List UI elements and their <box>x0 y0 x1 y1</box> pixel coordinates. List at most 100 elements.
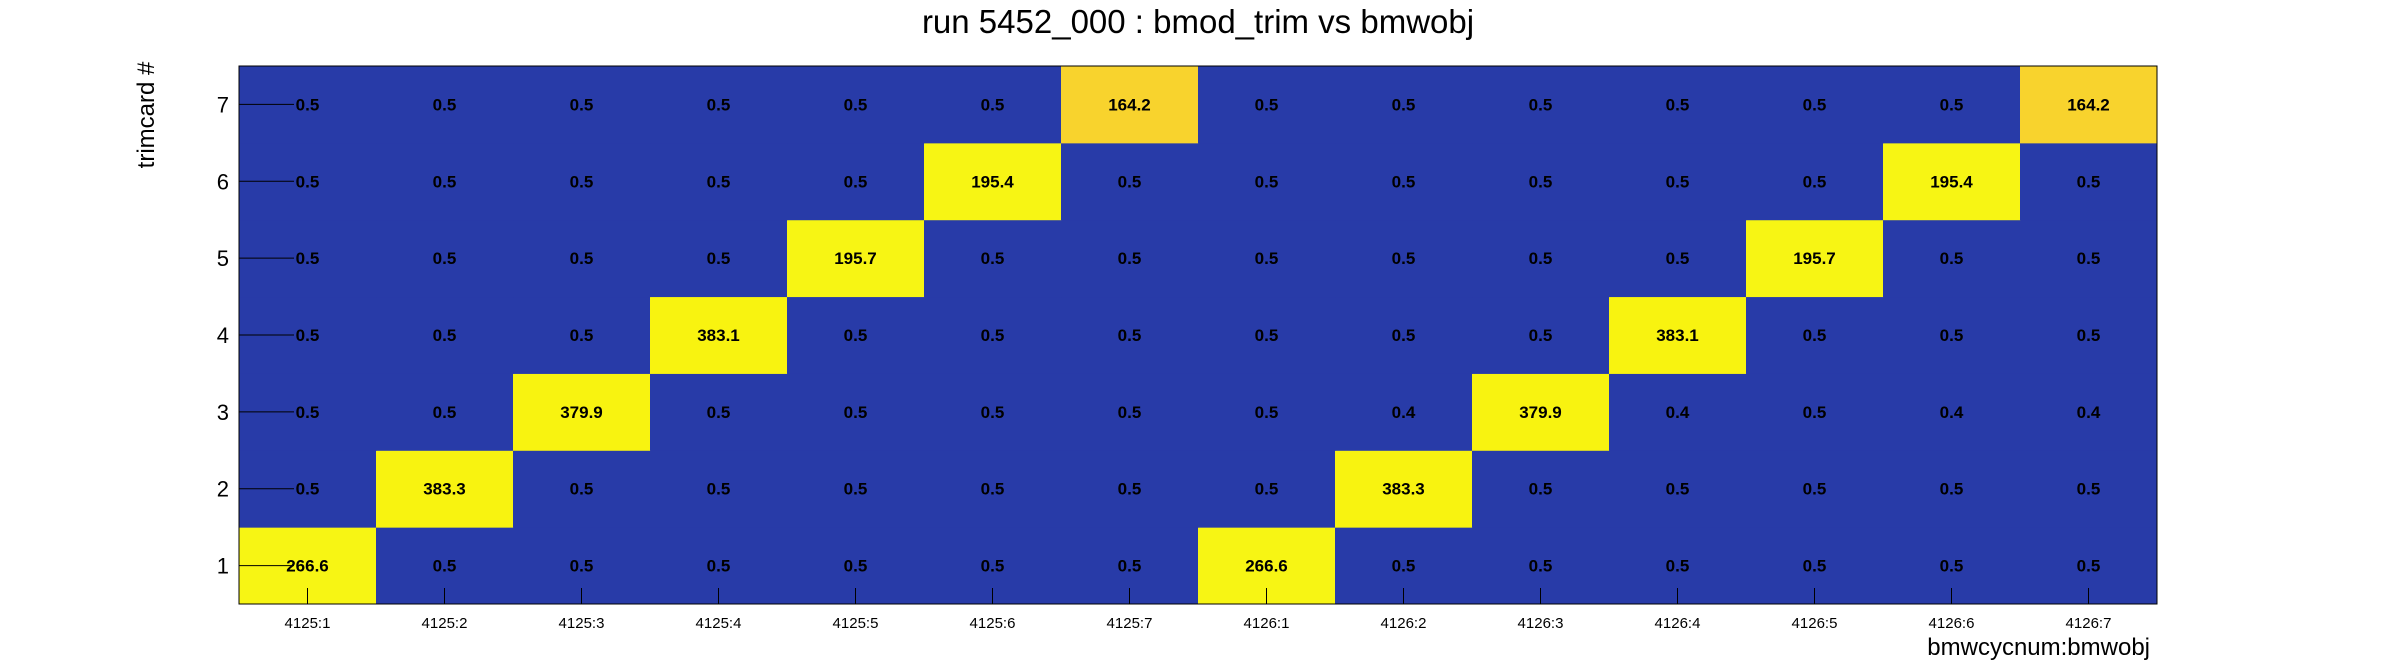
cell-value-label: 0.5 <box>1803 403 1827 422</box>
cell-value-label: 0.5 <box>1529 326 1553 345</box>
heatmap-cell <box>650 219 788 298</box>
y-tick-label: 4 <box>217 323 229 348</box>
heatmap-cell <box>924 142 1062 221</box>
heatmap-cell <box>1198 66 1336 144</box>
cell-value-label: 195.7 <box>834 249 877 268</box>
cell-value-label: 0.5 <box>433 326 457 345</box>
heatmap-cell <box>513 66 651 144</box>
cell-value-label: 0.5 <box>1529 95 1553 114</box>
heatmap-cell <box>1746 450 1884 528</box>
cell-value-label: 0.5 <box>1118 326 1142 345</box>
heatmap-cell <box>787 219 925 298</box>
heatmap-cell <box>1061 296 1199 374</box>
cell-value-label: 0.5 <box>1940 326 1964 345</box>
cell-value-label: 0.5 <box>844 326 868 345</box>
cell-value-label: 383.1 <box>1656 326 1699 345</box>
heatmap-cell <box>513 296 651 374</box>
cell-value-label: 0.5 <box>570 326 594 345</box>
heatmap-cell <box>1061 142 1199 221</box>
cell-value-label: 0.5 <box>707 249 731 268</box>
cell-value-label: 0.5 <box>2077 557 2101 576</box>
heatmap-cell <box>1061 373 1199 451</box>
heatmap-cell <box>650 450 788 528</box>
cell-value-label: 379.9 <box>560 403 603 422</box>
cell-value-label: 0.5 <box>1803 95 1827 114</box>
heatmap-cell <box>1472 66 1610 144</box>
cell-value-label: 0.5 <box>1255 249 1279 268</box>
heatmap-cell <box>924 66 1062 144</box>
heatmap-cell <box>650 296 788 374</box>
heatmap-cell <box>1335 219 1473 298</box>
heatmap-cell <box>924 219 1062 298</box>
heatmap-cell <box>1746 373 1884 451</box>
cell-value-label: 0.4 <box>1666 403 1690 422</box>
heatmap-cell <box>513 373 651 451</box>
heatmap-cell <box>1883 219 2021 298</box>
cell-value-label: 0.5 <box>1392 557 1416 576</box>
x-tick-label: 4126:1 <box>1244 615 1290 632</box>
x-tick-label: 4126:5 <box>1792 615 1838 632</box>
heatmap-cell <box>2020 142 2158 221</box>
chart-title: run 5452_000 : bmod_trim vs bmwobj <box>922 3 1474 40</box>
cell-value-label: 0.5 <box>844 172 868 191</box>
heatmap-cell <box>650 66 788 144</box>
cell-value-label: 0.5 <box>296 326 320 345</box>
cell-value-label: 0.5 <box>570 557 594 576</box>
heatmap-cell <box>513 450 651 528</box>
heatmap-cell <box>924 296 1062 374</box>
heatmap-cell <box>2020 450 2158 528</box>
heatmap-cell <box>1198 142 1336 221</box>
x-tick-label: 4125:6 <box>970 615 1016 632</box>
heatmap-cell <box>376 296 514 374</box>
heatmap-cell <box>787 450 925 528</box>
cell-value-label: 195.7 <box>1793 249 1836 268</box>
cell-value-label: 0.5 <box>844 403 868 422</box>
heatmap-cell <box>1746 142 1884 221</box>
y-axis: 1 2 3 4 5 6 7 <box>217 66 294 604</box>
cell-value-label: 0.5 <box>1940 95 1964 114</box>
cell-value-label: 0.5 <box>433 172 457 191</box>
cell-value-label: 0.5 <box>433 249 457 268</box>
cell-value-label: 383.1 <box>697 326 740 345</box>
cell-value-label: 0.5 <box>1666 557 1690 576</box>
heatmap-cell <box>2020 296 2158 374</box>
cell-value-label: 0.4 <box>1940 403 1964 422</box>
heatmap-cell <box>1883 142 2021 221</box>
cell-value-label: 0.5 <box>1666 95 1690 114</box>
cell-value-label: 0.4 <box>1392 403 1416 422</box>
x-tick-label: 4125:3 <box>559 615 605 632</box>
y-tick-label: 1 <box>217 554 229 579</box>
cell-value-label: 164.2 <box>1108 95 1151 114</box>
heatmap-cell <box>1609 66 1747 144</box>
cell-value-label: 0.5 <box>296 480 320 499</box>
heatmap-cells <box>239 66 2158 605</box>
y-tick-label: 7 <box>217 92 229 117</box>
heatmap-cell-labels: 266.6 0.5 0.5 0.5 0.5 0.5 0.5 266.6 0.5 0.5 0.5 0.5… <box>286 95 2110 575</box>
cell-value-label: 266.6 <box>1245 557 1288 576</box>
cell-value-label: 0.5 <box>981 557 1005 576</box>
cell-value-label: 383.3 <box>1382 480 1425 499</box>
heatmap-cell <box>376 219 514 298</box>
cell-value-label: 0.5 <box>2077 249 2101 268</box>
heatmap-cell <box>650 142 788 221</box>
heatmap-cell <box>787 66 925 144</box>
cell-value-label: 0.5 <box>981 480 1005 499</box>
x-tick-label: 4125:4 <box>696 615 742 632</box>
cell-value-label: 0.5 <box>1392 249 1416 268</box>
heatmap-cell <box>1061 219 1199 298</box>
cell-value-label: 0.5 <box>1529 480 1553 499</box>
cell-value-label: 0.5 <box>570 480 594 499</box>
cell-value-label: 0.5 <box>844 557 868 576</box>
y-tick-label: 6 <box>217 169 229 194</box>
cell-value-label: 195.4 <box>1930 172 1973 191</box>
cell-value-label: 0.5 <box>2077 326 2101 345</box>
cell-value-label: 0.5 <box>1118 249 1142 268</box>
cell-value-label: 379.9 <box>1519 403 1562 422</box>
heatmap-cell <box>1061 450 1199 528</box>
cell-value-label: 0.5 <box>1940 480 1964 499</box>
cell-value-label: 0.5 <box>570 95 594 114</box>
cell-value-label: 164.2 <box>2067 95 2110 114</box>
heatmap-cell <box>1472 296 1610 374</box>
cell-value-label: 0.5 <box>1529 249 1553 268</box>
